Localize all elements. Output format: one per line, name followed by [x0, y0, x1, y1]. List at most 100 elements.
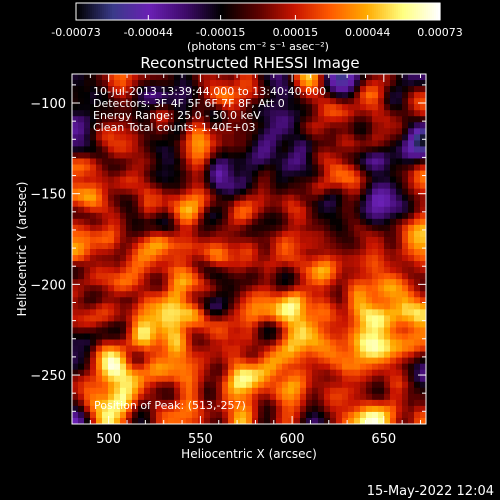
- heatmap-cell: [204, 357, 211, 365]
- heatmap-cell: [312, 224, 319, 232]
- heatmap-cell: [138, 369, 145, 377]
- heatmap-cell: [384, 116, 391, 123]
- heatmap-cell: [192, 116, 199, 123]
- heatmap-cell: [180, 351, 187, 359]
- heatmap-cell: [96, 140, 103, 147]
- heatmap-cell: [96, 291, 103, 298]
- heatmap-cell: [246, 176, 253, 184]
- heatmap-cell: [264, 158, 271, 166]
- heatmap-cell: [420, 273, 427, 280]
- heatmap-cell: [186, 405, 193, 413]
- heatmap-cell: [204, 152, 211, 159]
- heatmap-cell: [306, 303, 313, 310]
- heatmap-cell: [114, 140, 121, 147]
- heatmap-cell: [186, 357, 193, 365]
- heatmap-cell: [264, 321, 271, 328]
- heatmap-cell: [84, 255, 91, 262]
- heatmap-cell: [174, 146, 181, 153]
- heatmap-cell: [366, 303, 373, 310]
- heatmap-cell: [324, 393, 331, 401]
- heatmap-cell: [132, 255, 139, 262]
- heatmap-cell: [360, 176, 367, 184]
- heatmap-cell: [414, 321, 421, 328]
- colorbar-tick-label: -0.00015: [196, 26, 245, 39]
- heatmap-cell: [222, 146, 229, 153]
- heatmap-cell: [324, 315, 331, 322]
- heatmap-cell: [186, 255, 193, 262]
- heatmap-cell: [132, 158, 139, 166]
- heatmap-cell: [168, 152, 175, 159]
- heatmap-cell: [222, 140, 229, 147]
- heatmap-cell: [150, 86, 157, 93]
- heatmap-cell: [198, 110, 205, 117]
- heatmap-cell: [282, 255, 289, 262]
- heatmap-cell: [396, 273, 403, 280]
- heatmap-cell: [240, 182, 247, 190]
- x-tick-label: 550: [188, 432, 213, 447]
- heatmap-cell: [276, 104, 283, 111]
- heatmap-cell: [276, 399, 283, 407]
- heatmap-cell: [192, 146, 199, 153]
- heatmap-cell: [294, 134, 301, 141]
- heatmap-cell: [198, 393, 205, 401]
- heatmap-cell: [306, 176, 313, 184]
- colorbar-cell: [264, 3, 267, 20]
- heatmap-cell: [246, 339, 253, 347]
- heatmap-cell: [342, 291, 349, 298]
- heatmap-cell: [186, 158, 193, 166]
- heatmap-cell: [294, 399, 301, 407]
- heatmap-cell: [384, 182, 391, 190]
- heatmap-cell: [318, 140, 325, 147]
- colorbar-cell: [174, 3, 177, 20]
- heatmap-cell: [144, 351, 151, 359]
- heatmap-cell: [174, 273, 181, 280]
- heatmap-cell: [210, 327, 217, 334]
- heatmap-cell: [252, 339, 259, 347]
- colorbar-cell: [240, 3, 243, 20]
- heatmap-cell: [336, 297, 343, 304]
- heatmap-cell: [402, 230, 409, 238]
- heatmap-cell: [162, 249, 169, 256]
- heatmap-cell: [120, 315, 127, 322]
- heatmap-cell: [300, 92, 307, 99]
- heatmap-cell: [390, 375, 397, 383]
- heatmap-cell: [306, 128, 313, 135]
- heatmap-cell: [288, 164, 295, 172]
- heatmap-cell: [276, 345, 283, 353]
- heatmap-cell: [228, 122, 235, 129]
- heatmap-cell: [228, 236, 235, 244]
- heatmap-cell: [396, 303, 403, 310]
- heatmap-cell: [408, 170, 415, 178]
- heatmap-cell: [288, 110, 295, 117]
- heatmap-cell: [390, 140, 397, 147]
- heatmap-cell: [72, 224, 79, 232]
- heatmap-cell: [210, 387, 217, 395]
- heatmap-cell: [126, 140, 133, 147]
- heatmap-cell: [186, 351, 193, 359]
- colorbar-ticks: -0.00073 -0.00044 -0.00015 0.00015 0.00044 0.…: [51, 15, 463, 39]
- heatmap-cell: [246, 206, 253, 214]
- heatmap-cell: [222, 104, 229, 111]
- heatmap-cell: [306, 267, 313, 274]
- heatmap-cell: [378, 267, 385, 274]
- colorbar-cell: [366, 3, 369, 20]
- heatmap-cell: [78, 104, 85, 111]
- heatmap-cell: [276, 116, 283, 123]
- heatmap-cell: [348, 321, 355, 328]
- heatmap-cell: [126, 224, 133, 232]
- heatmap-cell: [360, 315, 367, 322]
- heatmap-cell: [342, 74, 349, 81]
- heatmap-cell: [210, 333, 217, 341]
- heatmap-cell: [96, 74, 103, 81]
- heatmap-cell: [420, 164, 427, 172]
- heatmap-cell: [132, 242, 139, 250]
- heatmap-cell: [234, 285, 241, 292]
- heatmap-cell: [348, 92, 355, 99]
- heatmap-cell: [402, 321, 409, 328]
- heatmap-cell: [120, 116, 127, 123]
- heatmap-cell: [222, 351, 229, 359]
- heatmap-cell: [180, 249, 187, 256]
- heatmap-cell: [396, 242, 403, 250]
- heatmap-cell: [222, 116, 229, 123]
- heatmap-cell: [318, 417, 325, 425]
